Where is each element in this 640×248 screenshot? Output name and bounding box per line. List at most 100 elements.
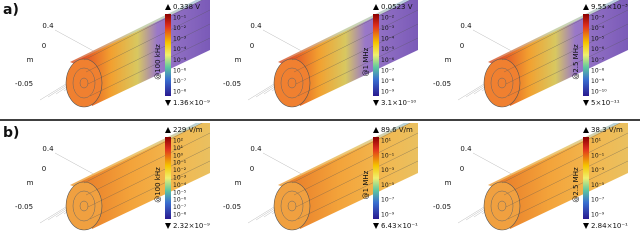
cylinder-end bbox=[273, 58, 311, 108]
cylinder-core bbox=[79, 77, 89, 89]
axis-label: -0.05 bbox=[15, 203, 33, 211]
max-icon bbox=[165, 4, 171, 10]
colorbar-tick: 10⁻³ bbox=[591, 167, 605, 174]
colorbar-tick: 10⁻³ bbox=[591, 15, 605, 22]
cylinder-line bbox=[501, 0, 621, 61]
subplot: 0.4 0m -0.05 0.0523 V 3.1×10⁻¹⁰ 10⁻² 10⁻³ 10⁻⁴ 1… bbox=[223, 0, 418, 108]
cylinder-line bbox=[297, 160, 418, 220]
min-icon bbox=[583, 223, 589, 229]
max-value: 0.0523 V bbox=[381, 3, 413, 11]
max-icon bbox=[165, 127, 171, 133]
cylinder-core bbox=[497, 77, 507, 89]
colorbar-tick: 10⁻⁸ bbox=[173, 89, 187, 96]
max-value: 0.338 V bbox=[173, 3, 200, 11]
max-value: 9.55×10⁻³ V bbox=[591, 3, 635, 11]
min-value: 2.84×10⁻¹⁰ bbox=[591, 222, 631, 230]
frequency-label: @2.5 MHz bbox=[572, 167, 580, 203]
colorbar-tick: 10⁻¹ bbox=[591, 152, 605, 159]
cylinder-inner bbox=[280, 67, 304, 99]
colorbar-tick: 10⁻⁸ bbox=[173, 212, 187, 219]
min-value: 2.32×10⁻⁹ bbox=[173, 222, 210, 230]
cylinder-core bbox=[287, 77, 297, 89]
colorbar-tick: 10⁻⁹ bbox=[591, 212, 605, 219]
cylinder-end bbox=[273, 181, 311, 231]
axis-label: m bbox=[27, 179, 34, 187]
colorbar-tick: 10⁻⁵ bbox=[173, 57, 187, 64]
cylinder-end bbox=[483, 181, 521, 231]
colorbar-tick: 10⁻⁶ bbox=[173, 197, 187, 204]
axis-label: 0 bbox=[460, 42, 464, 50]
colorbar-tick: 10⁻³ bbox=[381, 167, 395, 174]
cylinder-line bbox=[87, 146, 210, 208]
colorbar-tick: 10⁻¹ bbox=[173, 15, 187, 22]
cylinder-core bbox=[497, 200, 507, 212]
frequency-label: @1 MHz bbox=[362, 170, 370, 199]
cylinder-inner bbox=[72, 190, 96, 222]
min-icon bbox=[583, 100, 589, 106]
colorbar-tick: 10⁻⁴ bbox=[381, 36, 395, 43]
colorbar-tick: 10⁻⁴ bbox=[173, 46, 187, 53]
cylinder-line bbox=[507, 160, 628, 220]
frequency-label: @100 kHz bbox=[154, 44, 162, 80]
frequency-label: @1 MHz bbox=[362, 47, 370, 76]
colorbar-tick: 10⁻⁶ bbox=[173, 67, 187, 74]
cylinder-inner bbox=[280, 190, 304, 222]
colorbar-tick: 10⁻² bbox=[381, 15, 395, 22]
colorbar-tick: 10⁻⁷ bbox=[173, 78, 187, 85]
colorbar-tick: 10⁻⁵ bbox=[381, 46, 395, 53]
axis-label: 0.4 bbox=[460, 22, 472, 30]
axis-label: m bbox=[235, 179, 242, 187]
max-icon bbox=[373, 4, 379, 10]
colorbar-tick: 10⁻² bbox=[173, 167, 187, 174]
axis-label: m bbox=[445, 179, 452, 187]
colorbar-tick: 10¹ bbox=[381, 138, 392, 145]
cylinder-line bbox=[85, 132, 210, 196]
panel-label: b) bbox=[3, 125, 19, 141]
subplot: 0.4 0m -0.05 89.6 V/m 6.43×10⁻¹⁰ 10¹ 10⁻¹ 10⁻³ 1… bbox=[223, 123, 421, 231]
axis-label: 0.4 bbox=[460, 145, 472, 153]
axis-label: 0 bbox=[460, 165, 464, 173]
axis-label: -0.05 bbox=[223, 203, 241, 211]
colorbar-tick: 10⁻⁵ bbox=[591, 36, 605, 43]
colorbar-tick: 10⁰ bbox=[173, 152, 184, 159]
colorbar-tick: 10¹ bbox=[591, 138, 602, 145]
max-value: 89.6 V/m bbox=[381, 126, 413, 134]
subplot: 0.4 0m -0.05 9.55×10⁻³ V 5×10⁻¹¹ 10⁻³ 10⁻⁴ 10⁻⁵… bbox=[433, 0, 635, 108]
colorbar bbox=[583, 14, 589, 96]
colorbar-tick: 10⁻³ bbox=[173, 175, 187, 182]
max-icon bbox=[583, 4, 589, 10]
axis-label: -0.05 bbox=[433, 80, 451, 88]
cylinder-line bbox=[83, 0, 203, 61]
colorbar-tick: 10² bbox=[173, 138, 184, 145]
cylinder-line bbox=[85, 9, 210, 73]
min-value: 6.43×10⁻¹⁰ bbox=[381, 222, 421, 230]
panel-label: a) bbox=[3, 2, 19, 18]
axis-label: -0.05 bbox=[15, 80, 33, 88]
cylinder-line bbox=[293, 9, 418, 73]
cylinder-line bbox=[293, 132, 418, 196]
cylinder-line bbox=[505, 23, 628, 85]
min-value: 3.1×10⁻¹⁰ bbox=[381, 99, 416, 107]
colorbar-tick: 10⁻⁷ bbox=[591, 57, 605, 64]
cylinder-line bbox=[291, 0, 411, 61]
cylinder-inner bbox=[72, 67, 96, 99]
colorbar-tick: 10⁻⁹ bbox=[381, 89, 395, 96]
axis-label: m bbox=[235, 56, 242, 64]
cylinder-line bbox=[501, 123, 621, 184]
axis-label: 0.4 bbox=[42, 22, 54, 30]
cylinder-inner bbox=[490, 190, 514, 222]
colorbar-tick: 10⁻² bbox=[173, 25, 187, 32]
subplot: 0.4 0m -0.05 0.338 V 1.36×10⁻⁹ 10⁻¹ 10⁻² 10⁻³ 10… bbox=[15, 0, 210, 108]
axis-label: 0 bbox=[250, 42, 254, 50]
colorbar-tick: 10⁻⁵ bbox=[381, 182, 395, 189]
colorbar-tick: 10⁻⁸ bbox=[591, 67, 605, 74]
colorbar-tick: 10⁻³ bbox=[173, 36, 187, 43]
cylinder-line bbox=[295, 146, 418, 208]
colorbar-tick: 10⁻⁹ bbox=[381, 212, 395, 219]
cylinder-end bbox=[483, 58, 521, 108]
colorbar-tick: 10⁻⁵ bbox=[591, 182, 605, 189]
min-icon bbox=[373, 100, 379, 106]
cylinder-line bbox=[503, 9, 628, 73]
cylinder-line bbox=[297, 37, 418, 97]
cylinder-core bbox=[287, 200, 297, 212]
